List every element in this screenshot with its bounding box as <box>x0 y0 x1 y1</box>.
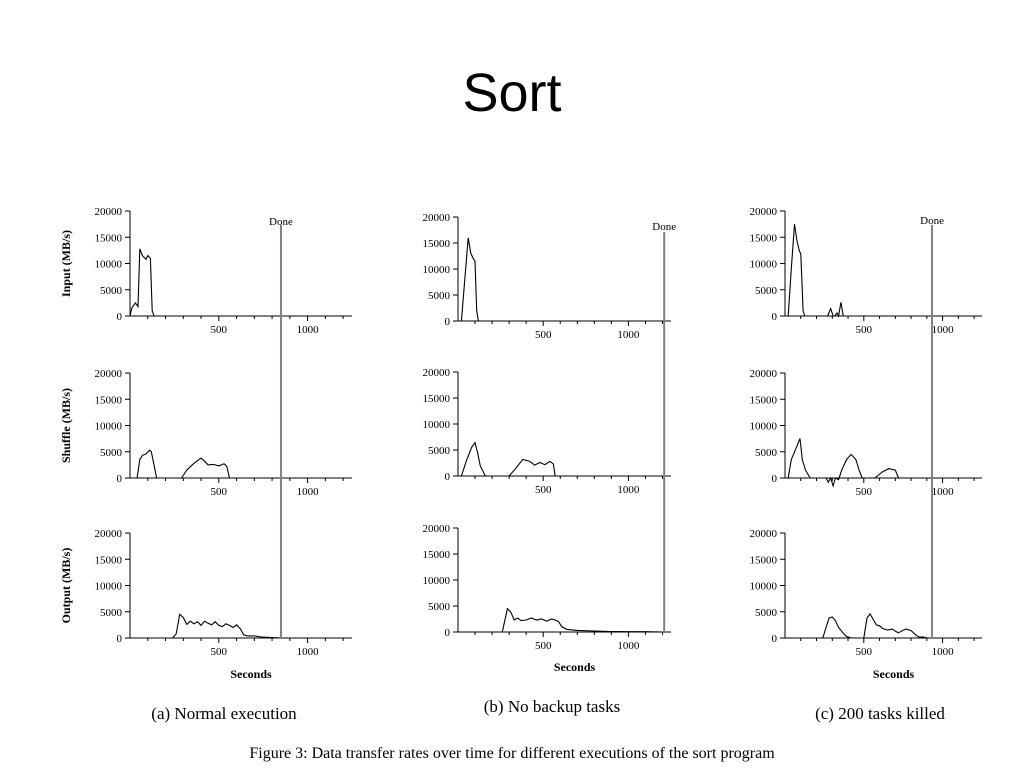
slide-title: Sort <box>462 63 562 123</box>
series-line-output <box>130 613 282 639</box>
y-axis-label: Output (MB/s) <box>59 548 73 624</box>
x-tick-label: 500 <box>535 640 552 652</box>
y-axis-label: Input (MB/s) <box>59 230 73 297</box>
y-tick-label: 0 <box>117 633 123 645</box>
x-tick-label: 1000 <box>297 486 320 498</box>
y-tick-label: 0 <box>445 471 451 483</box>
y-tick-label: 15000 <box>750 232 778 244</box>
y-tick-label: 15000 <box>95 554 123 566</box>
y-tick-label: 10000 <box>750 581 778 593</box>
x-tick-label: 1000 <box>617 640 640 652</box>
x-axis-label: Seconds <box>873 667 915 681</box>
y-tick-label: 15000 <box>95 394 123 406</box>
x-tick-label: 1000 <box>297 646 320 658</box>
y-tick-label: 10000 <box>95 421 123 433</box>
y-tick-label: 0 <box>117 473 123 485</box>
figure-caption: Figure 3: Data transfer rates over time … <box>249 745 775 762</box>
y-tick-label: 10000 <box>95 581 123 593</box>
y-tick-label: 20000 <box>423 212 451 224</box>
y-tick-label: 0 <box>772 311 778 323</box>
x-tick-label: 500 <box>211 324 228 336</box>
y-tick-label: 5000 <box>755 285 778 297</box>
x-tick-label: 500 <box>856 324 873 336</box>
series-line-input <box>129 248 155 317</box>
y-tick-label: 15000 <box>423 393 451 405</box>
subcaption-b: (b) No backup tasks <box>483 697 621 716</box>
y-tick-label: 20000 <box>750 206 778 218</box>
y-tick-label: 15000 <box>95 232 123 244</box>
series-line-shuffle <box>130 449 231 479</box>
y-tick-label: 5000 <box>100 607 123 619</box>
series-line-input <box>785 224 844 318</box>
y-tick-label: 0 <box>117 311 123 323</box>
x-tick-label: 1000 <box>932 486 955 498</box>
x-tick-label: 500 <box>535 329 552 341</box>
x-tick-label: 1000 <box>297 324 320 336</box>
y-tick-label: 20000 <box>750 528 778 540</box>
subcaption-c: (c) 200 tasks killed <box>815 704 945 723</box>
series-line-shuffle <box>458 441 556 477</box>
x-tick-label: 1000 <box>617 329 640 341</box>
done-label: Done <box>652 221 676 233</box>
y-tick-label: 10000 <box>423 575 451 587</box>
series-line-output <box>458 607 663 633</box>
y-tick-label: 0 <box>772 473 778 485</box>
y-tick-label: 10000 <box>95 259 123 271</box>
y-tick-label: 5000 <box>428 601 451 613</box>
y-tick-label: 5000 <box>428 445 451 457</box>
y-tick-label: 0 <box>772 633 778 645</box>
y-tick-label: 20000 <box>750 368 778 380</box>
y-tick-label: 15000 <box>423 549 451 561</box>
x-axis-label: Seconds <box>554 660 596 674</box>
series-line-input <box>458 237 479 322</box>
x-tick-label: 500 <box>535 484 552 496</box>
y-tick-label: 20000 <box>95 528 123 540</box>
y-tick-label: 15000 <box>423 238 451 250</box>
y-tick-label: 0 <box>445 627 451 639</box>
y-tick-label: 0 <box>445 316 451 328</box>
done-label: Done <box>920 215 944 227</box>
done-label: Done <box>269 216 293 228</box>
y-axis-label: Shuffle (MB/s) <box>59 388 73 463</box>
y-tick-label: 10000 <box>750 421 778 433</box>
series-line-shuffle <box>785 438 900 488</box>
y-tick-label: 15000 <box>750 394 778 406</box>
y-tick-label: 10000 <box>423 419 451 431</box>
y-tick-label: 5000 <box>100 285 123 297</box>
y-tick-label: 20000 <box>95 206 123 218</box>
y-tick-label: 5000 <box>755 607 778 619</box>
x-tick-label: 500 <box>211 646 228 658</box>
x-tick-label: 1000 <box>932 324 955 336</box>
y-tick-label: 5000 <box>755 447 778 459</box>
y-tick-label: 15000 <box>750 554 778 566</box>
y-tick-label: 10000 <box>423 264 451 276</box>
y-tick-label: 20000 <box>423 367 451 379</box>
y-tick-label: 5000 <box>428 290 451 302</box>
y-tick-label: 20000 <box>95 368 123 380</box>
x-tick-label: 500 <box>211 486 228 498</box>
y-tick-label: 5000 <box>100 447 123 459</box>
y-tick-label: 10000 <box>750 259 778 271</box>
y-tick-label: 20000 <box>423 523 451 535</box>
x-tick-label: 1000 <box>932 646 955 658</box>
x-tick-label: 500 <box>856 646 873 658</box>
x-tick-label: 500 <box>856 486 873 498</box>
x-axis-label: Seconds <box>230 667 272 681</box>
subcaption-a: (a) Normal execution <box>151 704 297 723</box>
x-tick-label: 1000 <box>617 484 640 496</box>
series-line-output <box>785 612 927 639</box>
